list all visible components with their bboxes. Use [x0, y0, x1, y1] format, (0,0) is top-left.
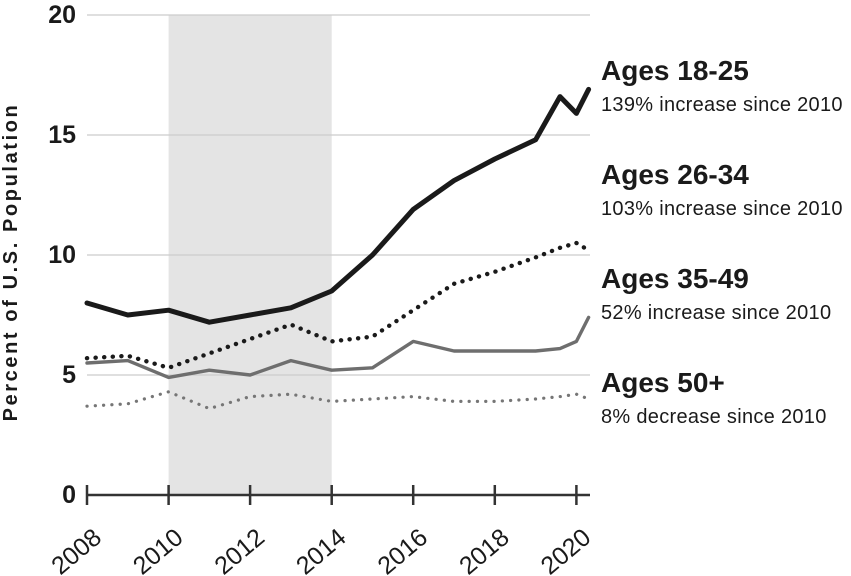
- svg-text:2014: 2014: [291, 523, 352, 576]
- svg-text:0: 0: [62, 481, 76, 509]
- svg-text:2010: 2010: [128, 523, 189, 576]
- svg-text:2008: 2008: [46, 523, 107, 576]
- svg-text:2020: 2020: [536, 523, 597, 576]
- svg-text:10: 10: [48, 241, 76, 269]
- svg-text:2018: 2018: [454, 523, 515, 576]
- svg-text:20: 20: [48, 1, 76, 29]
- svg-text:2016: 2016: [372, 523, 433, 576]
- svg-text:15: 15: [48, 121, 76, 149]
- svg-text:2012: 2012: [209, 523, 270, 576]
- svg-text:5: 5: [62, 361, 76, 389]
